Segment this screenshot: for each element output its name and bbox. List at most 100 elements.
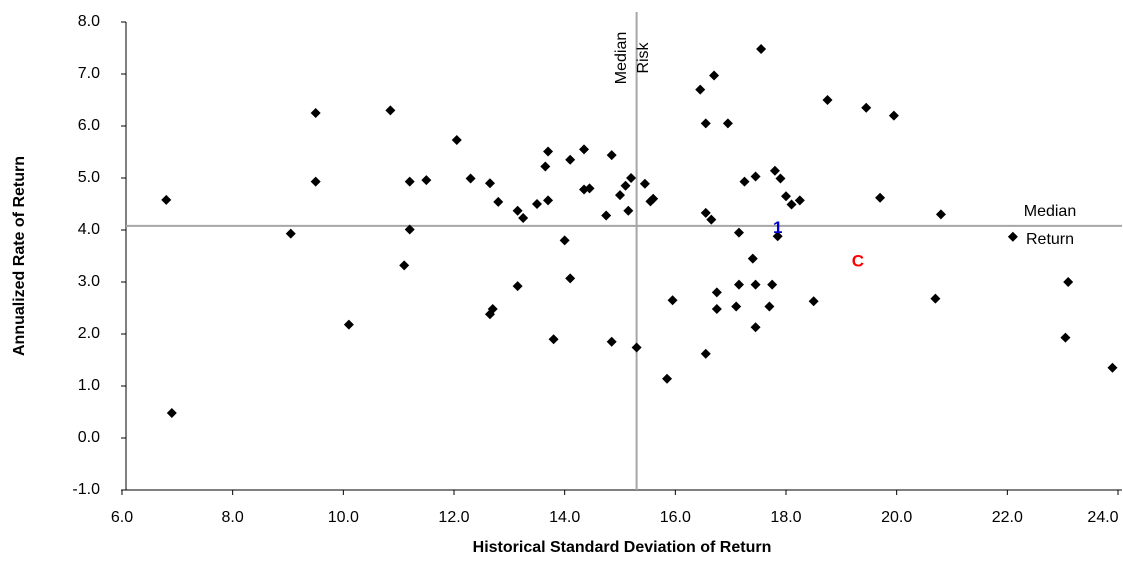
point — [404, 176, 415, 187]
point — [639, 178, 650, 189]
point — [606, 150, 617, 161]
y-tick-label: 3.0 — [78, 273, 100, 290]
y-axis-title: Annualized Rate of Return — [11, 156, 28, 356]
point — [667, 295, 678, 306]
point — [739, 176, 750, 187]
y-tick-label: 4.0 — [78, 221, 100, 238]
point — [606, 336, 617, 347]
x-tick-label: 12.0 — [438, 509, 469, 526]
point — [750, 279, 761, 290]
point — [512, 281, 523, 292]
point — [343, 319, 354, 330]
point — [565, 273, 576, 284]
point — [706, 214, 717, 225]
point — [532, 199, 542, 209]
point — [700, 207, 711, 218]
point — [781, 191, 791, 202]
y-tick-label: 1.0 — [78, 377, 100, 394]
point — [285, 228, 296, 239]
point — [623, 205, 634, 216]
point — [161, 194, 172, 205]
median-return-label: Return — [1026, 231, 1074, 248]
point — [512, 205, 523, 216]
point — [1107, 362, 1118, 373]
median-risk-label: Median — [613, 32, 630, 84]
point — [620, 180, 631, 191]
x-tick-label: 10.0 — [328, 509, 359, 526]
y-tick-label: 8.0 — [78, 13, 100, 30]
point — [930, 293, 941, 304]
point — [615, 190, 625, 201]
x-tick-label: 16.0 — [660, 509, 691, 526]
point — [1063, 277, 1074, 287]
point — [579, 144, 590, 155]
y-tick-label: 2.0 — [78, 325, 100, 342]
point-label: C — [852, 252, 864, 271]
point — [565, 154, 576, 165]
point — [465, 173, 476, 184]
y-tick-label: 0.0 — [78, 429, 100, 446]
point — [540, 161, 551, 172]
point — [711, 287, 722, 298]
point — [1007, 231, 1018, 242]
point — [385, 105, 396, 116]
point — [750, 171, 761, 182]
point — [404, 224, 415, 235]
point — [709, 70, 720, 81]
point — [767, 279, 778, 290]
point — [543, 195, 554, 206]
point — [648, 193, 659, 204]
point — [875, 192, 886, 203]
point — [421, 175, 432, 186]
point — [700, 348, 711, 359]
point — [733, 279, 744, 290]
x-tick-label: 20.0 — [881, 509, 912, 526]
point — [584, 183, 595, 194]
point — [769, 165, 780, 176]
point — [543, 146, 554, 157]
point — [794, 195, 805, 206]
point — [750, 322, 761, 333]
point — [772, 231, 783, 242]
x-tick-label: 18.0 — [770, 509, 801, 526]
median-risk-label: Risk — [635, 41, 652, 73]
point — [518, 213, 529, 224]
point — [764, 301, 775, 312]
x-tick-label: 8.0 — [222, 509, 244, 526]
x-tick-label: 24.0 — [1087, 509, 1118, 526]
x-tick-label: 22.0 — [992, 509, 1023, 526]
point — [484, 178, 495, 189]
point — [888, 110, 899, 121]
point — [487, 304, 498, 315]
point — [747, 253, 758, 264]
point — [786, 199, 797, 210]
point — [722, 118, 733, 129]
point — [700, 118, 711, 129]
y-tick-label: -1.0 — [72, 481, 100, 498]
point — [756, 44, 767, 55]
x-tick-label: 6.0 — [111, 509, 133, 526]
point — [808, 296, 819, 307]
point — [775, 173, 786, 184]
point — [733, 227, 744, 238]
point — [548, 334, 559, 345]
point — [310, 108, 321, 118]
point — [861, 102, 872, 113]
point — [1060, 332, 1071, 343]
point — [935, 209, 946, 220]
x-axis-title: Historical Standard Deviation of Return — [473, 539, 772, 556]
point — [626, 173, 637, 183]
point — [399, 260, 410, 271]
point — [493, 196, 504, 207]
point — [731, 301, 742, 312]
point — [711, 304, 722, 315]
point — [601, 210, 612, 221]
y-tick-label: 7.0 — [78, 65, 100, 82]
point — [695, 84, 706, 95]
point — [166, 408, 177, 419]
median-return-label: Median — [1024, 203, 1076, 220]
point — [310, 176, 321, 187]
point-label: 1 — [773, 218, 782, 237]
point — [631, 342, 642, 353]
